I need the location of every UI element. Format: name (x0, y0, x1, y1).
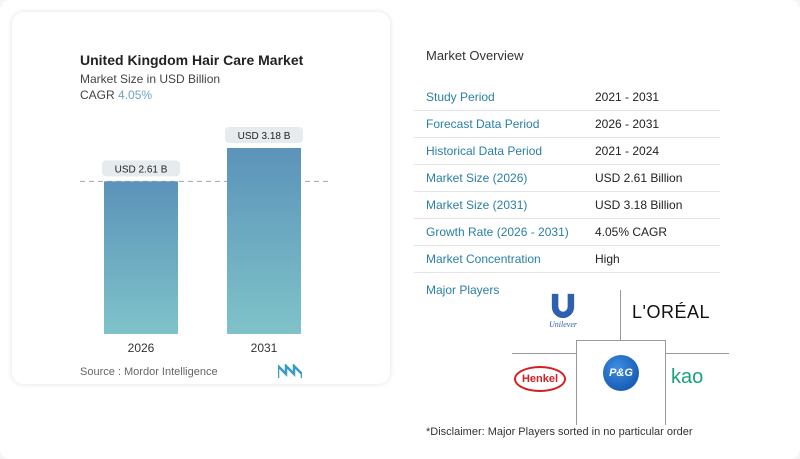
pg-logo: P&G (603, 355, 639, 391)
cagr: CAGR 4.05% (80, 88, 152, 102)
source: Source : Mordor Intelligence (80, 366, 218, 378)
disclaimer: *Disclaimer: Major Players sorted in no … (426, 426, 693, 438)
unilever-u-icon (551, 293, 575, 319)
data-label-bg (102, 160, 180, 177)
data-label-bg (225, 126, 303, 143)
data-label: USD 3.18 B (238, 131, 291, 142)
bar-2031 (227, 147, 301, 334)
row-label: Forecast Data Period (426, 117, 540, 131)
chart-title: United Kingdom Hair Care Market (80, 52, 304, 68)
row-value: 2026 - 2031 (595, 117, 660, 131)
overview-row: Market Size (2026) USD 2.61 Billion (414, 165, 720, 192)
kao-logo: Kao (671, 366, 704, 388)
overview-row: Study Period 2021 - 2031 (414, 84, 720, 111)
row-label: Growth Rate (2026 - 2031) (426, 225, 569, 239)
row-value: 4.05% CAGR (595, 225, 668, 239)
major-players-label: Major Players (426, 283, 500, 297)
chart-subtitle: Market Size in USD Billion (80, 72, 221, 86)
bar-chart: USD 2.61 B 2026 USD 3.18 B 2031 (80, 126, 328, 355)
overview-title: Market Overview (426, 48, 524, 63)
x-tick-label: 2026 (128, 341, 155, 355)
overview-row: Growth Rate (2026 - 2031) 4.05% CAGR (414, 219, 720, 246)
row-value: High (595, 252, 620, 266)
unilever-logo: Unilever (538, 293, 588, 333)
cagr-value: 4.05% (118, 88, 153, 102)
row-label: Market Concentration (426, 252, 541, 266)
chart-card (12, 12, 390, 384)
overview-row: Forecast Data Period 2026 - 2031 (414, 111, 720, 138)
cagr-label: CAGR (80, 88, 115, 102)
bar-2026 (104, 181, 178, 334)
row-label: Historical Data Period (426, 144, 543, 158)
loreal-logo: L'ORÉAL (632, 302, 710, 322)
overview-row: Historical Data Period 2021 - 2024 (414, 138, 720, 165)
henkel-logo: Henkel (514, 366, 566, 392)
row-value: USD 3.18 Billion (595, 198, 683, 212)
data-label: USD 2.61 B (115, 164, 168, 175)
mordor-logo-icon (278, 364, 302, 378)
overview-row: Market Concentration High (414, 246, 720, 273)
row-label: Study Period (426, 90, 495, 104)
row-value: 2021 - 2031 (595, 90, 660, 104)
row-label: Market Size (2031) (426, 198, 528, 212)
row-value: 2021 - 2024 (595, 144, 660, 158)
overview-row: Market Size (2031) USD 3.18 Billion (414, 192, 720, 219)
row-label: Market Size (2026) (426, 171, 528, 185)
unilever-wordmark: Unilever (549, 320, 577, 329)
row-value: USD 2.61 Billion (595, 171, 683, 185)
x-tick-label: 2031 (251, 341, 278, 355)
